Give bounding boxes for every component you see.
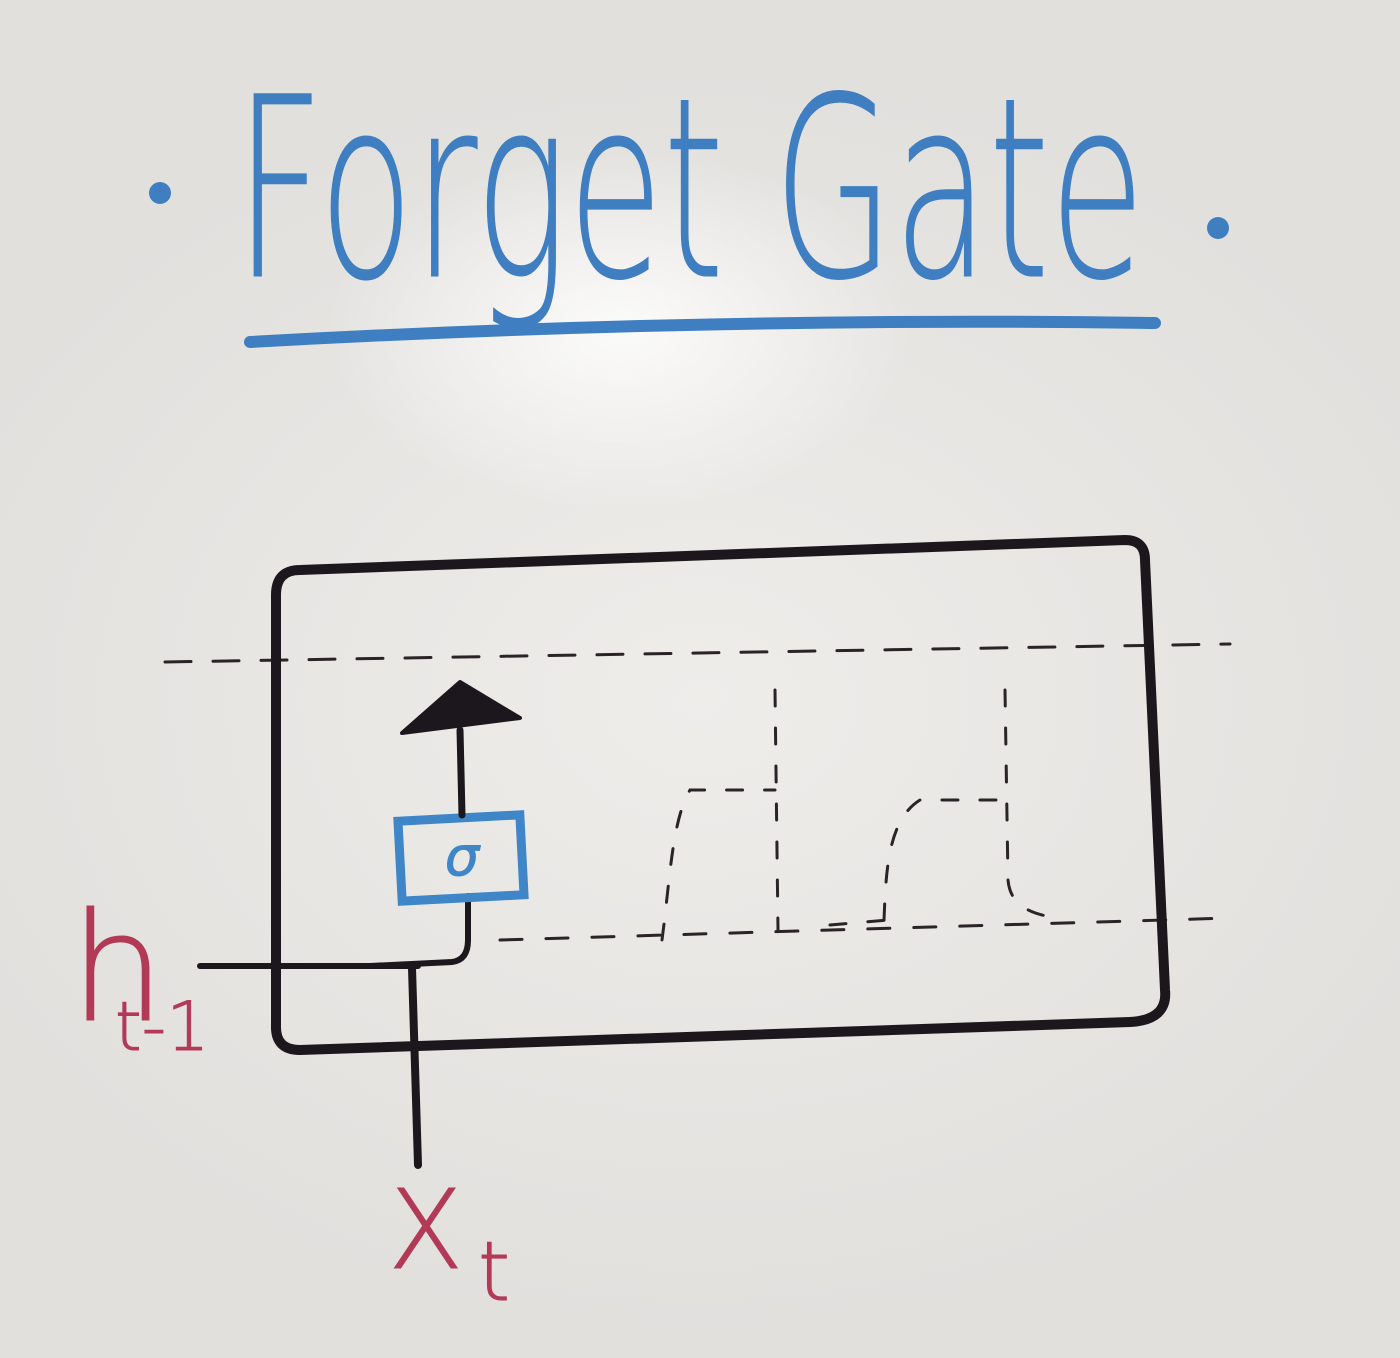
gate-output-arrowhead (400, 680, 522, 735)
lstm-cell-box (270, 535, 1171, 1055)
current-input-line (408, 964, 422, 1169)
title-underline (244, 315, 1161, 348)
cell-state-dashed-line (163, 642, 1232, 664)
title-bullet-right (1207, 217, 1229, 239)
hidden-state-dashed-line (498, 916, 1232, 942)
current-input-base: X (388, 1166, 463, 1294)
page-title: Forget Gate (235, 44, 1145, 335)
sigmoid-gate-symbol: σ (445, 825, 481, 888)
faint-gate-placeholders (660, 688, 1062, 942)
junction-to-gate-line (367, 893, 471, 969)
sigmoid-gate-box (393, 810, 529, 906)
hidden-prev-subscript: t-1 (115, 988, 209, 1067)
hidden-prev-label: h t-1 (70, 882, 210, 1068)
current-input-subscript: t (478, 1225, 510, 1320)
hidden-prev-base: h (70, 882, 165, 1056)
title-bullet-left (149, 182, 171, 204)
current-input-label: X t (388, 1166, 511, 1321)
gate-output-arrow-shaft (456, 726, 466, 819)
